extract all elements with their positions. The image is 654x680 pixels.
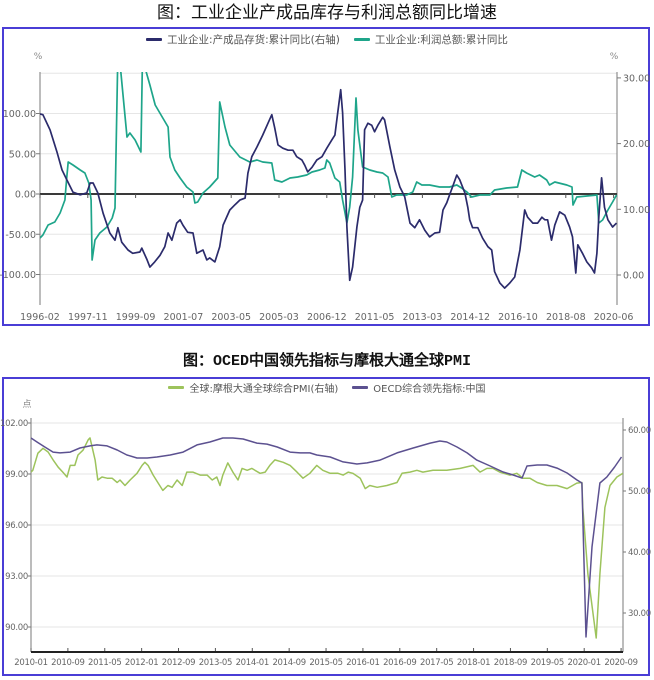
y-left-unit: % [34,52,43,62]
series-line [40,88,617,289]
x-tick-label: 2014-09 [272,658,305,668]
legend-label: 全球:摩根大通全球综合PMI(右轴) [189,384,339,395]
series-line [31,437,623,638]
y-right-tick-label: 0.00 [623,271,644,282]
legend-label: OECD综合领先指标:中国 [373,384,486,395]
y-left-tick-label: 100.00 [3,109,36,120]
chart2-legend: 全球:摩根大通全球综合PMI(右轴) OECD综合领先指标:中国 [0,380,654,395]
y-left-tick-label: 90.00 [5,623,28,633]
x-tick-label: 2014-01 [236,658,269,668]
x-tick-label: 2019-05 [531,658,564,668]
y-right-unit: % [610,52,619,62]
x-tick-label: 2017-05 [420,658,453,668]
x-tick-label: 2011-05 [88,658,121,668]
x-tick-label: 2005-03 [259,312,299,323]
x-tick-label: 2018-09 [494,658,527,668]
y-right-tick-label: 30.00 [628,609,651,619]
x-tick-label: 2016-01 [346,658,379,668]
x-tick-label: 2018-01 [457,658,490,668]
x-tick-label: 2013-03 [403,312,443,323]
x-tick-label: 2016-09 [383,658,416,668]
y-right-tick-label: 50.00 [628,487,651,497]
legend-item-profit[interactable]: 工业企业:利润总额:累计同比 [353,32,508,47]
y-right-tick-label: 20.00 [623,139,650,150]
y-right-tick-label: 40.00 [628,548,651,558]
x-tick-label: 2016-10 [498,312,538,323]
legend-label: 工业企业:利润总额:累计同比 [374,33,508,46]
series-line [40,72,617,261]
y-left-tick-label: 50.00 [9,149,36,160]
x-tick-label: 2014-12 [450,312,490,323]
legend-item-oecd[interactable]: OECD综合领先指标:中国 [352,380,486,395]
chart1-legend: 工业企业:产成品存货:累计同比(右轴) 工业企业:利润总额:累计同比 [0,32,654,46]
x-tick-label: 1996-02 [20,312,60,323]
x-tick-label: 2013-05 [199,658,232,668]
x-tick-label: 2015-05 [309,658,342,668]
x-tick-label: 1999-09 [116,312,156,323]
x-tick-label: 2018-08 [546,312,586,323]
y-right-tick-label: 60.00 [628,426,651,436]
y-right-tick-label: 30.00 [623,73,650,84]
y-left-tick-label: 0.00 [15,190,36,201]
y-left-unit: 点 [22,399,31,410]
x-tick-label: 2010-01 [14,658,47,668]
x-tick-label: 1997-11 [68,312,108,323]
x-tick-label: 2003-05 [211,312,251,323]
legend-item-inventory[interactable]: 工业企业:产成品存货:累计同比(右轴) [146,32,340,47]
legend-line-icon [168,386,185,389]
legend-line-icon [352,386,369,389]
chart1-title: 图：工业企业产成品库存与利润总额同比增速 [157,3,497,23]
y-left-tick-label: 93.00 [5,572,28,582]
x-tick-label: 2020-01 [567,658,600,668]
x-tick-label: 2012-01 [125,658,158,668]
x-tick-label: 2006-12 [307,312,347,323]
legend-item-pmi[interactable]: 全球:摩根大通全球综合PMI(右轴) [168,380,338,395]
chart2-title: 图：OCED中国领先指标与摩根大通全球PMI [182,353,471,370]
chart2-frame [2,377,650,676]
y-left-tick-label: -50.00 [5,230,36,241]
x-tick-label: 2011-05 [355,312,395,323]
x-tick-label: 2020-06 [594,312,634,323]
y-left-tick-label: 96.00 [5,521,28,531]
y-left-tick-label: 99.00 [5,470,28,480]
legend-line-icon [353,37,370,41]
x-tick-label: 2001-07 [164,312,204,323]
x-tick-label: 2012-09 [162,658,195,668]
legend-label: 工业企业:产成品存货:累计同比(右轴) [167,33,340,46]
y-left-tick-label: -100.00 [0,270,36,281]
legend-line-icon [146,37,163,41]
x-tick-label: 2020-09 [604,658,637,668]
y-left-tick-label: 102.00 [0,419,28,429]
x-tick-label: 2010-09 [51,658,84,668]
y-right-tick-label: 10.00 [623,205,650,216]
series-line [31,437,623,639]
